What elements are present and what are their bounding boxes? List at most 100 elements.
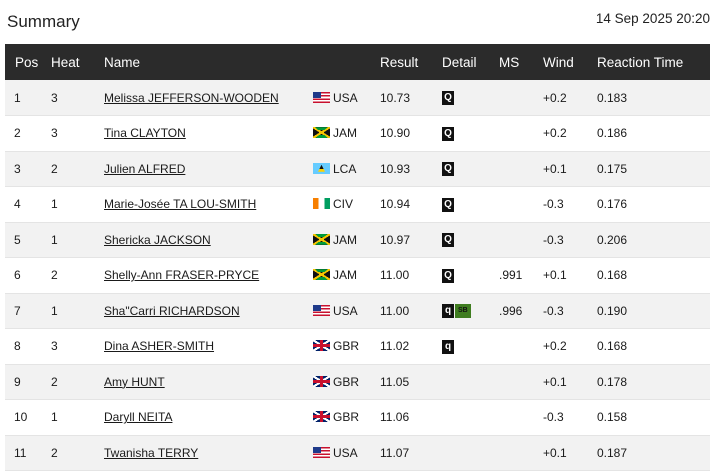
cell-reaction-time: 0.186 [597, 115, 710, 152]
cell-result: 11.00 [380, 293, 442, 329]
qualification-badge: Q [442, 197, 454, 212]
cell-country: USA [313, 435, 380, 471]
cell-pos: 4 [5, 186, 51, 223]
athlete-name-link[interactable]: Dina ASHER-SMITH [104, 339, 215, 354]
athlete-name-link[interactable]: Daryll NEITA [104, 410, 173, 425]
athlete-name-link[interactable]: Julien ALFRED [104, 161, 186, 176]
cell-pos: 8 [5, 328, 51, 365]
table-row: 3 2 Julien ALFRED LCA 10.93 Q +0.1 0.175 [5, 151, 710, 187]
cell-wind: +0.1 [543, 151, 597, 187]
cell-detail: Q [442, 80, 499, 116]
cell-country: JAM [313, 257, 380, 294]
cell-reaction-time: 0.168 [597, 257, 710, 294]
cell-wind: +0.1 [543, 257, 597, 294]
cell-name: Twanisha TERRY [104, 435, 313, 471]
athlete-name-link[interactable]: Tina CLAYTON [104, 126, 186, 141]
cell-reaction-time: 0.158 [597, 399, 710, 436]
country-code: JAM [333, 268, 357, 283]
cell-name: Amy HUNT [104, 364, 313, 400]
country-code: USA [333, 90, 358, 105]
table-header-row: Pos Heat Name Result Detail MS Wind Reac… [5, 44, 710, 80]
cell-name: Sha"Carri RICHARDSON [104, 293, 313, 329]
cell-reaction-time: 0.178 [597, 364, 710, 400]
cell-name: Marie-Josée TA LOU-SMITH [104, 186, 313, 223]
column-header-ms[interactable]: MS [499, 54, 520, 70]
great-britain-flag-icon [313, 375, 330, 387]
great-britain-flag-icon [313, 340, 330, 352]
athlete-name-link[interactable]: Melissa JEFFERSON-WOODEN [104, 90, 279, 105]
column-header-pos[interactable]: Pos [15, 54, 39, 70]
column-header-heat[interactable]: Heat [51, 54, 80, 70]
cell-result: 11.06 [380, 399, 442, 436]
athlete-name-link[interactable]: Shericka JACKSON [104, 232, 211, 247]
column-header-detail[interactable]: Detail [442, 54, 477, 70]
table-row: 8 3 Dina ASHER-SMITH GBR 11.02 q +0.2 0.168 [5, 328, 710, 365]
cell-detail: Q [442, 115, 499, 152]
cell-country: USA [313, 80, 380, 116]
column-header-name[interactable]: Name [104, 54, 141, 70]
cell-country: USA [313, 293, 380, 329]
usa-flag-icon [313, 91, 330, 103]
cell-pos: 2 [5, 115, 51, 152]
cell-result: 10.93 [380, 151, 442, 187]
table-row: 2 3 Tina CLAYTON JAM 10.90 Q +0.2 0.186 [5, 115, 710, 152]
cell-ms [499, 435, 543, 471]
country-code: CIV [333, 197, 354, 212]
athlete-name-link[interactable]: Sha"Carri RICHARDSON [104, 303, 240, 318]
cell-name: Shelly-Ann FRASER-PRYCE [104, 257, 313, 294]
cell-wind: +0.2 [543, 115, 597, 152]
athlete-name-link[interactable]: Amy HUNT [104, 374, 165, 389]
cell-country: GBR [313, 364, 380, 400]
cell-pos: 5 [5, 222, 51, 258]
cell-reaction-time: 0.183 [597, 80, 710, 116]
usa-flag-icon [313, 304, 330, 316]
country-code: JAM [333, 232, 357, 247]
country-code: USA [333, 445, 358, 460]
cell-name: Dina ASHER-SMITH [104, 328, 313, 365]
qualification-badge: q [442, 304, 454, 319]
cell-country: CIV [313, 186, 380, 223]
timestamp: 14 Sep 2025 20:20 [595, 11, 710, 26]
country-code: GBR [333, 374, 360, 389]
column-header-wind[interactable]: Wind [543, 54, 574, 70]
cell-reaction-time: 0.176 [597, 186, 710, 223]
cell-ms [499, 399, 543, 436]
cell-heat: 1 [51, 222, 104, 258]
cell-result: 11.07 [380, 435, 442, 471]
cell-result: 10.73 [380, 80, 442, 116]
athlete-name-link[interactable]: Marie-Josée TA LOU-SMITH [104, 197, 257, 212]
ivory-coast-flag-icon [313, 198, 330, 210]
cell-detail [442, 435, 499, 471]
cell-ms [499, 151, 543, 187]
athlete-name-link[interactable]: Shelly-Ann FRASER-PRYCE [104, 268, 260, 283]
cell-country: GBR [313, 399, 380, 436]
cell-ms: .991 [499, 257, 543, 294]
column-header-country [313, 44, 380, 80]
column-header-result[interactable]: Result [380, 54, 419, 70]
cell-result: 10.94 [380, 186, 442, 223]
cell-country: LCA [313, 151, 380, 187]
cell-wind: -0.3 [543, 399, 597, 436]
cell-detail [442, 364, 499, 400]
jamaica-flag-icon [313, 233, 330, 245]
usa-flag-icon [313, 446, 330, 458]
cell-wind: +0.2 [543, 328, 597, 365]
cell-heat: 2 [51, 364, 104, 400]
cell-reaction-time: 0.187 [597, 435, 710, 471]
results-table: Pos Heat Name Result Detail MS Wind Reac… [5, 44, 710, 471]
athlete-name-link[interactable]: Twanisha TERRY [104, 445, 199, 460]
cell-pos: 3 [5, 151, 51, 187]
cell-pos: 7 [5, 293, 51, 329]
cell-ms [499, 80, 543, 116]
column-header-reaction-time[interactable]: Reaction Time [597, 54, 684, 70]
cell-reaction-time: 0.168 [597, 328, 710, 365]
cell-heat: 3 [51, 328, 104, 365]
qualification-badge: Q [442, 90, 454, 105]
summary-header: Summary 14 Sep 2025 20:20 [0, 0, 720, 44]
qualification-badge: Q [442, 126, 454, 141]
jamaica-flag-icon [313, 127, 330, 139]
cell-wind: -0.3 [543, 186, 597, 223]
cell-country: JAM [313, 115, 380, 152]
cell-country: JAM [313, 222, 380, 258]
cell-result: 11.00 [380, 257, 442, 294]
